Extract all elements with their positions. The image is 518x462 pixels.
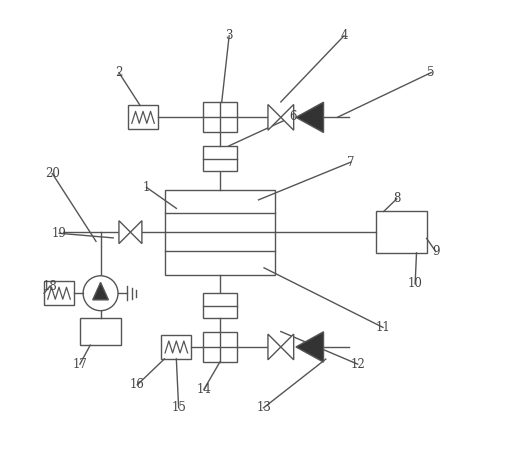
Text: 20: 20 [45, 167, 60, 180]
Text: 8: 8 [393, 192, 400, 205]
Bar [128, 105, 158, 129]
Bar [203, 146, 237, 171]
Text: 15: 15 [171, 401, 186, 414]
Text: 3: 3 [225, 29, 233, 43]
Text: 17: 17 [73, 358, 88, 371]
Polygon shape [281, 334, 294, 360]
Bar [203, 293, 237, 318]
Polygon shape [296, 102, 324, 133]
Polygon shape [131, 221, 142, 243]
Text: 5: 5 [427, 66, 435, 79]
Text: 2: 2 [115, 66, 123, 79]
Polygon shape [93, 282, 108, 300]
Text: 1: 1 [143, 181, 150, 194]
Bar [80, 318, 121, 345]
Bar [44, 281, 74, 305]
Polygon shape [296, 332, 324, 362]
Text: 6: 6 [290, 109, 297, 123]
Text: 18: 18 [42, 280, 57, 292]
Bar [203, 332, 237, 362]
Circle shape [83, 276, 118, 310]
Polygon shape [119, 221, 131, 243]
Text: 10: 10 [408, 277, 423, 290]
Text: 13: 13 [256, 401, 271, 414]
Polygon shape [268, 104, 281, 130]
Bar [376, 212, 427, 253]
Polygon shape [281, 104, 294, 130]
Text: 12: 12 [350, 358, 365, 371]
Text: 11: 11 [376, 321, 391, 334]
Text: 19: 19 [52, 227, 67, 240]
Text: 14: 14 [196, 383, 211, 396]
Text: 7: 7 [347, 156, 355, 169]
Text: 4: 4 [340, 29, 348, 43]
Bar [162, 335, 191, 359]
Text: 16: 16 [130, 378, 145, 391]
Bar [203, 103, 237, 132]
Polygon shape [268, 334, 281, 360]
Text: 9: 9 [432, 245, 440, 258]
Bar [165, 190, 275, 274]
